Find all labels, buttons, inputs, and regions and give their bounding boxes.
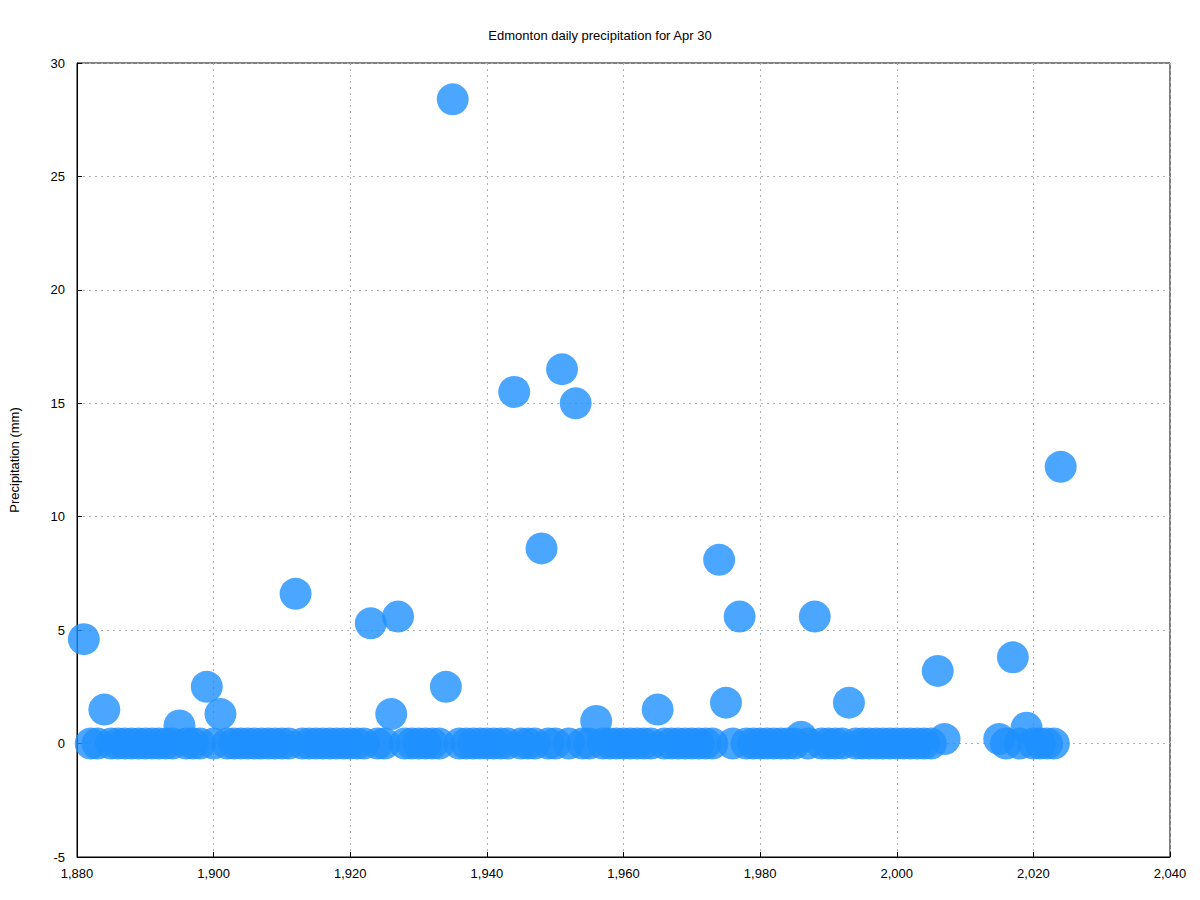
svg-text:2,000: 2,000 [880,866,913,881]
svg-text:20: 20 [51,282,65,297]
svg-text:2,040: 2,040 [1154,866,1187,881]
svg-text:1,880: 1,880 [61,866,94,881]
svg-text:1,940: 1,940 [471,866,504,881]
svg-text:Edmonton daily precipitation f: Edmonton daily precipitation for Apr 30 [488,28,711,43]
svg-text:1,920: 1,920 [334,866,367,881]
svg-text:1,900: 1,900 [197,866,230,881]
svg-text:Precipitation (mm): Precipitation (mm) [7,407,22,512]
svg-text:0: 0 [58,736,65,751]
svg-text:30: 30 [51,56,65,71]
svg-text:2,020: 2,020 [1017,866,1050,881]
svg-text:1,980: 1,980 [744,866,777,881]
svg-text:25: 25 [51,169,65,184]
svg-text:15: 15 [51,396,65,411]
svg-text:5: 5 [58,623,65,638]
svg-text:1,960: 1,960 [607,866,640,881]
svg-text:10: 10 [51,509,65,524]
svg-text:-5: -5 [53,850,65,865]
